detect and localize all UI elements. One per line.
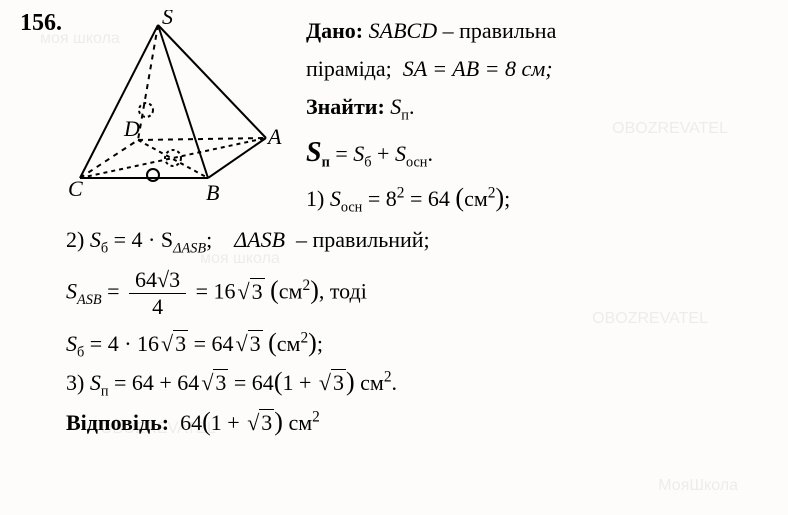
step1: 1) Sосн = 82 = 64 (см2);: [306, 178, 768, 219]
label-D: D: [123, 116, 140, 141]
find-line: Знайти: Sп.: [306, 90, 768, 127]
given-line2: піраміда; SA = AB = 8 см;: [306, 52, 768, 86]
given-line1: Дано: SABCD – правильна: [306, 14, 768, 48]
step4: Sб = 4 · 163 = 643 (см2);: [66, 328, 768, 361]
step5: 3) Sп = 64 + 643 = 64(1 + 3) см2.: [66, 367, 768, 400]
label-A: A: [266, 124, 282, 149]
problem-number: 156.: [20, 10, 62, 37]
step3: SASB = 64√3 4 = 163 (см2), тоді: [66, 267, 768, 320]
label-B: B: [206, 180, 219, 205]
label-S: S: [162, 10, 173, 29]
step2: 2) Sб = 4 · SΔASB; ΔASB – правильний;: [66, 227, 768, 257]
pyramid-diagram: S A B C D: [68, 10, 288, 210]
answer: Відповідь: 64(1 + 3) см2: [66, 407, 768, 437]
label-C: C: [68, 176, 83, 201]
watermark: МояШкола: [658, 477, 738, 495]
main-formula: Sп = Sб + Sосн.: [306, 131, 768, 174]
